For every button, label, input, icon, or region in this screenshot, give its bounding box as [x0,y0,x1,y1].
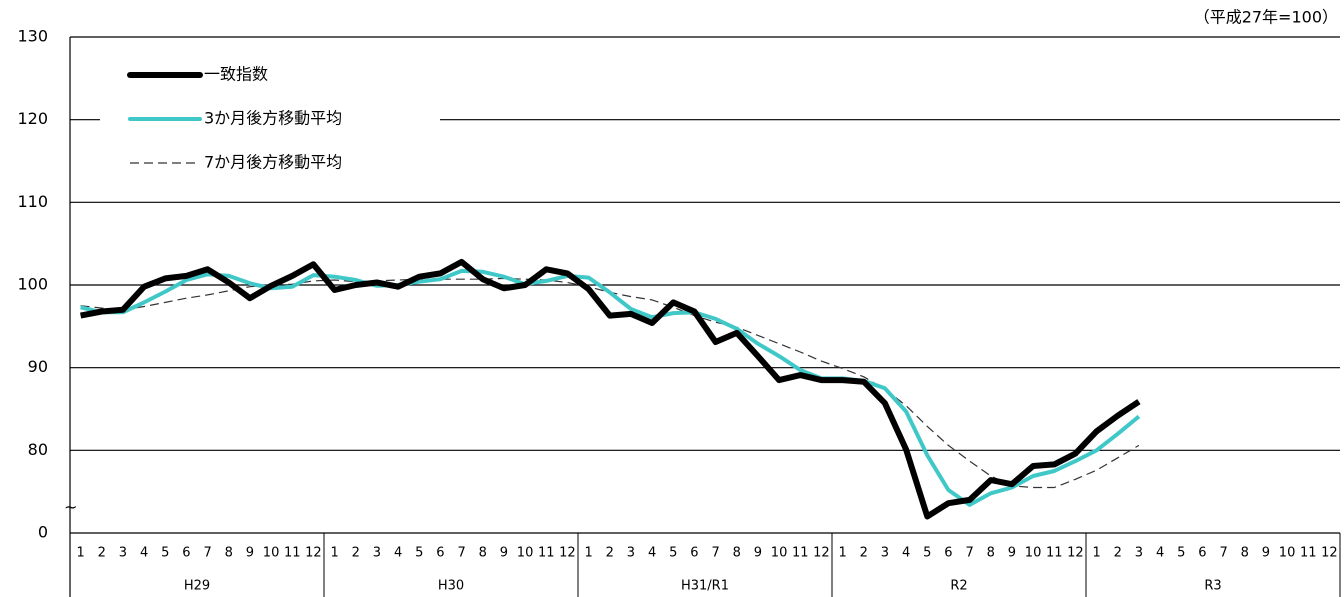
x-tick-label: 4 [140,546,148,561]
x-tick-label: 6 [944,546,952,561]
x-tick-label: 6 [690,546,698,561]
series-line [80,277,1140,489]
x-tick-label: 6 [436,546,444,561]
x-tick-label: 9 [1262,546,1270,561]
x-tick-label: 3 [1135,546,1143,561]
x-tick-label: 10 [1279,546,1296,561]
unit-note: （平成27年=100） [1194,8,1338,27]
x-tick-label: 2 [606,546,614,561]
group-label: H30 [438,579,464,594]
group-label: R3 [1204,579,1221,594]
x-tick-label: 9 [1008,546,1016,561]
x-tick-label: 3 [373,546,381,561]
legend-label: 一致指数 [204,65,268,84]
x-tick-label: 2 [1114,546,1122,561]
x-tick-label: 2 [352,546,360,561]
x-tick-label: 11 [792,546,809,561]
series-line [80,268,1141,507]
x-tick-label: 4 [902,546,910,561]
x-tick-label: 7 [203,546,211,561]
x-tick-label: 3 [881,546,889,561]
x-tick-label: 8 [225,546,233,561]
x-tick-label: 12 [559,546,576,561]
x-tick-label: 12 [1067,546,1084,561]
x-tick-label: 12 [813,546,830,561]
x-tick-label: 8 [987,546,995,561]
x-tick-label: 1 [330,546,338,561]
x-tick-label: 10 [517,546,534,561]
x-tick-label: 11 [538,546,555,561]
x-tick-label: 5 [415,546,423,561]
x-tick-label: 5 [669,546,677,561]
y-tick-label: 120 [17,109,48,128]
x-tick-label: 3 [119,546,127,561]
x-tick-label: 12 [1321,546,1338,561]
x-tick-label: 5 [161,546,169,561]
legend-label: 3か月後方移動平均 [204,109,342,128]
x-tick-label: 4 [1156,546,1164,561]
axis-break: ~ [64,498,77,517]
x-tick-label: 11 [1300,546,1317,561]
x-tick-label: 9 [246,546,254,561]
x-tick-label: 1 [76,546,84,561]
x-tick-label: 9 [500,546,508,561]
group-label: R2 [950,579,967,594]
x-tick-label: 7 [711,546,719,561]
x-tick-label: 9 [754,546,762,561]
x-tick-label: 7 [1219,546,1227,561]
x-tick-label: 11 [1046,546,1063,561]
x-tick-label: 11 [284,546,301,561]
x-tick-label: 2 [98,546,106,561]
y-tick-label: 110 [17,192,48,211]
x-tick-label: 1 [584,546,592,561]
x-tick-label: 7 [457,546,465,561]
x-tick-label: 12 [305,546,322,561]
group-label: H29 [184,579,210,594]
x-tick-label: 8 [479,546,487,561]
series-line [80,258,1141,520]
legend-label: 7か月後方移動平均 [204,153,342,172]
x-tick-label: 2 [860,546,868,561]
group-label: H31/R1 [681,579,729,594]
y-tick-label: 130 [17,27,48,46]
x-tick-label: 4 [648,546,656,561]
x-tick-label: 10 [1025,546,1042,561]
x-tick-label: 5 [1177,546,1185,561]
x-tick-label: 8 [1241,546,1249,561]
x-tick-label: 7 [965,546,973,561]
x-tick-label: 5 [923,546,931,561]
x-tick-label: 10 [263,546,280,561]
x-tick-label: 1 [1092,546,1100,561]
x-tick-label: 4 [394,546,402,561]
y-tick-label: 100 [17,275,48,294]
x-tick-label: 8 [733,546,741,561]
x-tick-label: 6 [182,546,190,561]
y-tick-label: 0 [38,523,48,542]
x-tick-label: 10 [771,546,788,561]
x-tick-label: 3 [627,546,635,561]
x-tick-label: 6 [1198,546,1206,561]
x-tick-label: 1 [838,546,846,561]
y-tick-label: 80 [28,440,48,459]
y-tick-label: 90 [28,357,48,376]
